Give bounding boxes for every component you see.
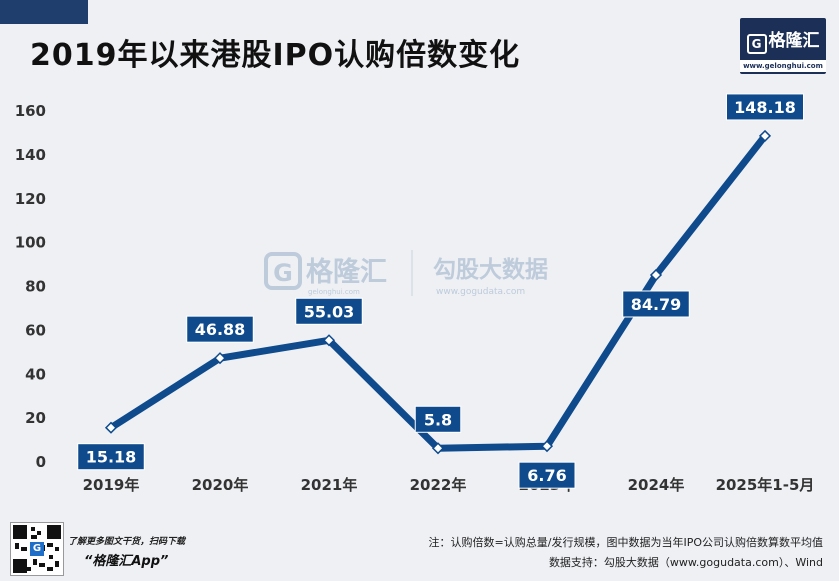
qr-module — [37, 531, 41, 535]
watermark-brand-url: gelonghui.com — [308, 288, 360, 296]
data-label-text: 6.76 — [527, 466, 566, 485]
y-tick-label: 140 — [15, 146, 46, 164]
data-label-text: 55.03 — [304, 302, 355, 321]
data-label: 84.79 — [622, 290, 690, 318]
data-label-text: 5.8 — [424, 410, 452, 429]
y-tick-label: 60 — [25, 321, 46, 339]
data-labels: 15.18 46.88 55.03 5.8 6.76 84.79 148.18 — [77, 93, 804, 489]
qr-module — [49, 555, 53, 559]
qr-module — [39, 563, 45, 567]
gelonghui-logo: G 格隆汇 www.gelonghui.com — [740, 18, 826, 74]
qr-module — [21, 547, 27, 551]
y-tick-label: 40 — [25, 365, 46, 383]
data-point — [649, 268, 663, 282]
data-label-text: 148.18 — [734, 98, 796, 117]
qr-logo-icon: G — [30, 542, 44, 556]
x-tick-label: 2019年 — [83, 476, 140, 494]
footnote: 注：认购倍数=认购总量/发行规模，图中数据为当年IPO公司认购倍数算数平均值 — [428, 536, 823, 549]
data-label-box — [726, 93, 804, 121]
watermark-partner-url: www.gogudata.com — [436, 287, 525, 297]
qr-module — [13, 525, 27, 539]
data-point — [104, 421, 118, 434]
watermark: G 格隆汇 gelonghui.com 勾股大数据 www.gogudata.c… — [264, 250, 548, 297]
watermark-g-letter: G — [273, 259, 293, 287]
data-label-box — [186, 315, 254, 343]
data-label: 15.18 — [77, 443, 145, 471]
x-tick-label: 2024年 — [628, 476, 685, 494]
data-source: 数据支持：勾股大数据（www.gogudata.com）、Wind — [548, 556, 823, 569]
y-tick-label: 80 — [25, 278, 46, 296]
data-label-box — [622, 290, 690, 318]
qr-module — [13, 559, 27, 573]
qr-module — [47, 543, 53, 547]
x-tick-label: 2020年 — [192, 476, 249, 494]
qr-code: G — [10, 522, 64, 576]
watermark-g-icon — [264, 252, 302, 290]
y-tick-label: 0 — [36, 453, 46, 471]
data-label: 5.8 — [414, 405, 462, 433]
data-label-text: 46.88 — [195, 320, 246, 339]
data-point — [540, 440, 554, 453]
data-label-text: 84.79 — [631, 295, 682, 314]
logo-name: 格隆汇 — [768, 31, 820, 51]
watermark-partner: 勾股大数据 — [433, 256, 548, 283]
data-label-box — [414, 405, 462, 433]
logo-url: www.gelonghui.com — [740, 60, 826, 72]
promo-text: 了解更多图文干货，扫码下载 — [68, 537, 186, 547]
line-chart: G 格隆汇 gelonghui.com 勾股大数据 www.gogudata.c… — [15, 93, 815, 494]
y-tick-label: 120 — [15, 190, 46, 208]
logo-wordmark: G 格隆汇 — [740, 26, 826, 54]
data-label-box — [295, 297, 363, 325]
qr-module — [31, 527, 35, 531]
data-points — [104, 129, 772, 455]
y-tick-label: 160 — [15, 102, 46, 120]
qr-module — [27, 567, 31, 571]
data-label-text: 15.18 — [86, 448, 137, 467]
data-point — [758, 129, 772, 142]
x-tick-label: 2022年 — [410, 476, 467, 494]
data-label: 148.18 — [726, 93, 804, 121]
y-tick-label: 100 — [15, 234, 46, 252]
qr-module — [33, 559, 37, 565]
data-label: 55.03 — [295, 297, 363, 325]
data-point — [322, 334, 336, 347]
x-axis: 2019年2020年2021年2022年2023年2024年2025年1-5月 — [83, 476, 815, 494]
data-label-box — [77, 443, 145, 471]
qr-module — [55, 561, 59, 567]
data-label-box — [518, 461, 576, 489]
qr-module — [55, 547, 59, 551]
top-stripe — [0, 0, 88, 24]
app-name: “格隆汇App” — [84, 554, 169, 569]
data-label: 46.88 — [186, 315, 254, 343]
data-point — [431, 442, 445, 455]
watermark-brand: 格隆汇 — [306, 257, 387, 288]
data-label: 6.76 — [518, 461, 576, 489]
y-tick-label: 20 — [25, 409, 46, 427]
qr-module — [15, 543, 19, 549]
qr-module — [31, 535, 37, 539]
data-point — [213, 352, 227, 365]
logo-g-icon: G — [746, 34, 767, 54]
x-tick-label: 2025年1-5月 — [716, 476, 815, 494]
qr-module — [47, 525, 61, 539]
qr-module — [47, 567, 53, 571]
chart-title: 2019年以来港股IPO认购倍数变化 — [30, 38, 521, 73]
y-axis: 0 20 40 60 80 100 120 140 160 — [15, 102, 46, 471]
x-tick-label: 2021年 — [301, 476, 358, 494]
